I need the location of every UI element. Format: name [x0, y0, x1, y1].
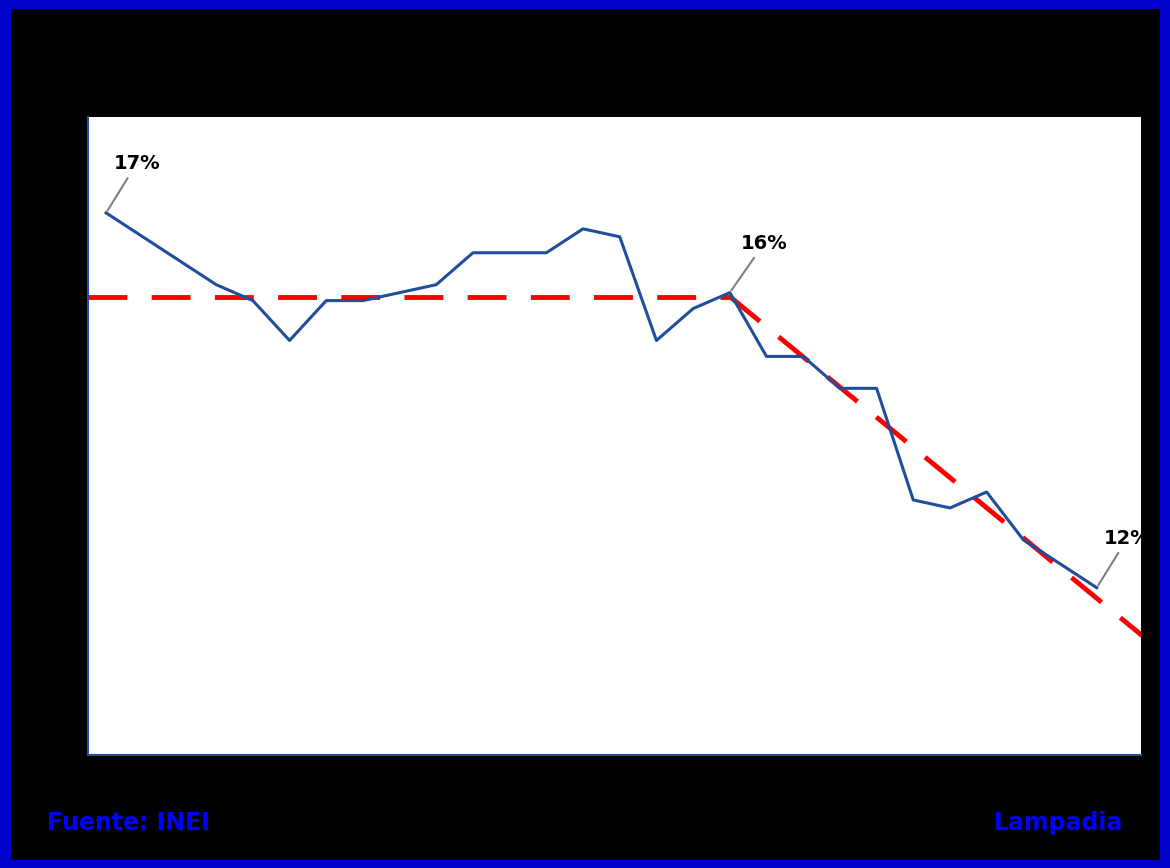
Text: (en %): (en %)	[537, 76, 633, 102]
Text: Lampadia: Lampadia	[993, 811, 1123, 835]
Text: Participación del PBI manufacturero peruano sobre el PBI total: Participación del PBI manufacturero peru…	[116, 43, 1054, 70]
Text: Fuente: INEI: Fuente: INEI	[47, 811, 209, 835]
Text: 17%: 17%	[108, 154, 160, 211]
Text: 12%: 12%	[1099, 529, 1151, 585]
Text: 16%: 16%	[731, 233, 787, 290]
